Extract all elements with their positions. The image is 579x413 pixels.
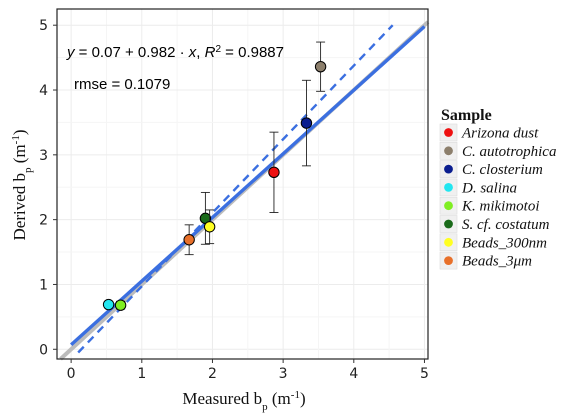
legend-label: K. mikimotoi [461,199,540,215]
data-point-group [102,298,115,311]
reference-lines [59,20,430,361]
data-point [102,298,115,311]
data-point-group [268,131,280,213]
legend-label: S. cf. costatum [462,217,550,233]
x-tick-label: 4 [349,366,358,382]
legend-item: K. mikimotoi [439,196,540,215]
x-tick-label: 5 [420,366,429,382]
data-point-group [300,79,313,167]
grid [57,9,428,359]
y-axis-title: Derived bp (m-1) [10,130,34,241]
rmse-annotation: rmse = 0.1079 [74,76,170,93]
legend-label: Beads_3μm [462,254,532,270]
legend-label: C. closterium [462,162,543,178]
legend-item: D. salina [439,178,517,196]
legend-title: Sample [441,107,492,124]
legend-marker [444,201,453,211]
fit-line [69,25,426,347]
data-point [114,299,127,311]
x-axis-title: Measured bp (m-1) [182,389,305,413]
legend: Sample Arizona dust C. autotrophica C. clo… [439,107,556,270]
legend-label: D. salina [461,180,517,196]
x-tick-label: 2 [208,366,217,382]
data-point-group [314,41,327,92]
plot-frame [56,8,429,360]
legend-label: Arizona dust [461,126,539,142]
data-point-group [183,224,195,256]
data-point-group [203,209,216,245]
y-tick-label: 5 [39,18,48,34]
legend-item: C. closterium [439,160,543,178]
legend-item: Beads_3μm [439,251,532,270]
legend-marker [444,146,453,156]
data-point-group [199,191,212,245]
dashed-regression-line [77,24,394,354]
data-point [203,221,216,233]
y-tick-label: 3 [39,148,48,164]
legend-marker [444,219,453,229]
x-tick-label: 0 [67,366,76,382]
x-tick-label: 3 [279,366,288,382]
legend-item: Beads_300nm [439,233,547,251]
data-point [268,166,280,179]
data-point [300,117,313,129]
y-tick-label: 0 [39,342,48,358]
legend-item: C. autotrophica [439,142,556,160]
x-tick-label: 1 [137,366,146,382]
data-points [102,41,327,311]
legend-label: Beads_300nm [462,235,547,251]
data-point [183,234,195,246]
legend-marker [444,164,453,174]
y-tick-label: 4 [39,83,48,99]
legend-label: C. autotrophica [462,144,556,160]
y-tick-label: 1 [39,277,48,293]
data-point [314,60,327,73]
legend-item: S. cf. costatum [439,215,550,233]
legend-item: Arizona dust [439,123,539,142]
data-point-group [114,299,127,311]
legend-marker [444,183,453,192]
legend-marker [444,237,453,247]
equation-annotation: y = 0.07 + 0.982 · x, R2 = 0.9887 [66,44,284,62]
axis-ticks: 0 1 2 3 4 5 0 1 2 3 4 5 [39,18,429,382]
legend-marker [444,256,453,265]
legend-marker [444,128,453,137]
y-tick-label: 2 [39,213,48,229]
